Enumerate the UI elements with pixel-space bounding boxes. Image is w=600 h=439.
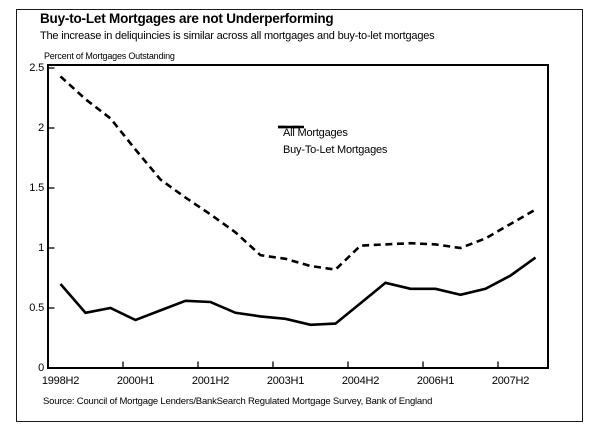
y-tick-label: 0.5 (29, 301, 44, 314)
x-tick-label: 2006H1 (416, 375, 455, 387)
x-tick-label: 2003H1 (266, 375, 305, 387)
legend-line-solid-icon (278, 125, 304, 129)
series-line-solid (59, 256, 537, 327)
legend-item-buy-to-let: Buy-To-Let Mortgages (278, 125, 388, 158)
y-tick-label: 2 (38, 121, 44, 134)
x-tick-label: 2001H2 (191, 375, 230, 387)
plot-frame (47, 64, 549, 369)
legend-label: Buy-To-Let Mortgages (283, 143, 388, 156)
y-tick-label: 0 (38, 361, 44, 374)
legend: All Mortgages Buy-To-Let Mortgages (278, 124, 387, 158)
legend-label: All Mortgages (283, 126, 348, 139)
y-tick-label: 1.5 (29, 181, 44, 194)
x-tick-label: 2007H2 (491, 375, 530, 387)
y-tick-label: 2.5 (29, 61, 44, 74)
chart-subtitle: The increase in deliquincies is similar … (40, 30, 435, 42)
x-tick-label: 2004H2 (341, 375, 380, 387)
source-note: Source: Council of Mortgage Lenders/Bank… (43, 396, 433, 407)
series-line-dashed (59, 75, 537, 271)
y-tick-label: 1 (38, 241, 44, 254)
y-axis-unit-label: Percent of Mortgages Outstanding (44, 51, 175, 61)
figure-border (16, 9, 583, 422)
chart-title: Buy-to-Let Mortgages are not Underperfor… (40, 11, 334, 26)
x-tick-label: 2000H1 (116, 375, 155, 387)
x-tick-label: 1998H2 (41, 375, 80, 387)
